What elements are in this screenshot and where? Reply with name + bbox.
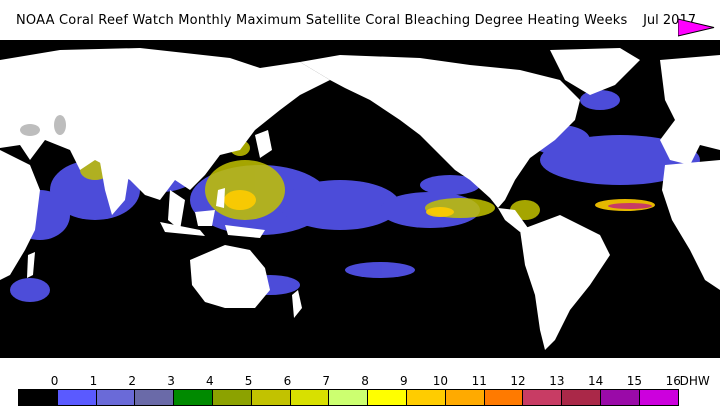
landmass-sumatra-java	[160, 222, 205, 236]
landmass-greenland	[550, 48, 640, 95]
landmass-north-america	[300, 55, 580, 208]
legend-swatch-13	[522, 389, 563, 406]
landmass-philippines	[216, 188, 225, 208]
legend-label-13: 13	[549, 374, 565, 388]
landmass-indochina	[168, 190, 185, 230]
landmass-africa-west	[662, 160, 720, 290]
dhw-map	[0, 40, 720, 370]
landmass-south-america	[520, 215, 610, 350]
world-map-graphic	[0, 40, 720, 370]
legend-swatch-12	[483, 389, 524, 406]
landmass-japan	[255, 130, 272, 158]
legend-swatch-5	[212, 389, 252, 406]
legend-label-6: 6	[283, 374, 292, 388]
legend-label-11: 11	[471, 374, 487, 388]
landmass-antarctica	[0, 358, 720, 370]
legend-swatch-15	[600, 389, 640, 406]
landmass-new-zealand	[292, 290, 302, 318]
legend-label-12: 12	[510, 374, 526, 388]
dhw-legend: 0 1 2 3 4 5 6 7 8 9 10 11 12 13 14 15 16 DHW	[0, 370, 720, 411]
legend-swatch-8	[328, 389, 369, 406]
legend-swatch-9	[367, 389, 407, 406]
legend-swatch-14	[561, 389, 601, 406]
legend-label-5: 5	[244, 374, 253, 388]
legend-label-4: 4	[206, 374, 214, 388]
legend-swatch-3	[134, 389, 175, 406]
landmass-europe-west	[660, 55, 720, 165]
legend-overflow-arrow	[677, 18, 714, 37]
legend-label-10: 10	[432, 374, 449, 388]
legend-swatch-7	[289, 389, 330, 406]
legend-label-7: 7	[322, 374, 331, 388]
legend-swatch-16	[638, 389, 679, 406]
legend-swatch-2	[95, 389, 136, 406]
legend-swatch-11	[444, 389, 485, 406]
heat-stress-moderate	[80, 140, 540, 220]
landmass-central-america	[498, 208, 528, 232]
legend-label-14: 14	[588, 374, 604, 388]
map-title: NOAA Coral Reef Watch Monthly Maximum Sa…	[16, 13, 628, 28]
interior-lakes	[20, 115, 66, 136]
legend-swatch-0	[18, 389, 58, 406]
landmass-eurasia	[0, 48, 330, 200]
legend-label-2: 2	[128, 374, 137, 388]
legend-swatch-10	[406, 389, 446, 406]
landmass-new-guinea	[225, 225, 265, 238]
landmass-africa-east	[0, 150, 40, 280]
landmass-india	[100, 162, 130, 215]
legend-label-0: 0	[50, 374, 59, 388]
legend-label-15: 15	[626, 374, 643, 388]
legend-swatch-1	[56, 389, 97, 406]
legend-swatch-4	[173, 389, 213, 406]
legend-label-3: 3	[167, 374, 175, 388]
legend-label-8: 8	[361, 374, 369, 388]
legend-unit-label: DHW	[679, 374, 710, 388]
legend-swatch-6	[250, 389, 291, 406]
legend-label-9: 9	[400, 374, 408, 388]
legend-label-1: 1	[89, 374, 98, 388]
landmass-borneo	[195, 210, 215, 226]
land-masses	[0, 48, 720, 370]
landmass-australia	[190, 245, 270, 308]
landmass-madagascar	[27, 252, 35, 278]
legend-label-16: 16	[665, 374, 681, 388]
title-bar: NOAA Coral Reef Watch Monthly Maximum Sa…	[0, 0, 720, 40]
